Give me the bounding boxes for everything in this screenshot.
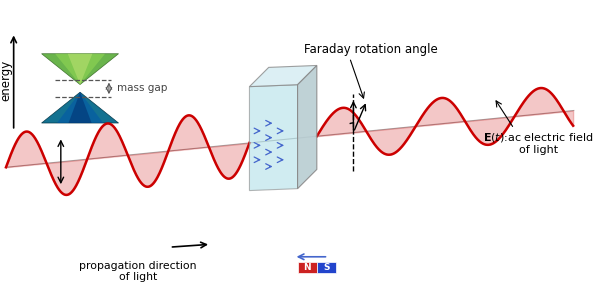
Polygon shape bbox=[68, 54, 92, 85]
Polygon shape bbox=[41, 54, 119, 85]
Polygon shape bbox=[57, 92, 103, 123]
Text: energy: energy bbox=[0, 60, 13, 101]
Text: $\mathbf{E}(t)$:ac electric field
of light: $\mathbf{E}(t)$:ac electric field of lig… bbox=[483, 131, 593, 155]
Text: N: N bbox=[304, 263, 311, 272]
Polygon shape bbox=[41, 92, 119, 123]
Text: Faraday rotation angle: Faraday rotation angle bbox=[304, 43, 437, 55]
Polygon shape bbox=[55, 54, 105, 85]
Polygon shape bbox=[68, 92, 92, 123]
FancyBboxPatch shape bbox=[298, 262, 317, 273]
Text: S: S bbox=[323, 263, 329, 272]
Text: mass gap: mass gap bbox=[116, 83, 167, 93]
Text: propagation direction
of light: propagation direction of light bbox=[79, 261, 197, 282]
Polygon shape bbox=[250, 85, 298, 191]
Polygon shape bbox=[298, 66, 317, 189]
Polygon shape bbox=[250, 66, 317, 87]
FancyBboxPatch shape bbox=[317, 262, 336, 273]
